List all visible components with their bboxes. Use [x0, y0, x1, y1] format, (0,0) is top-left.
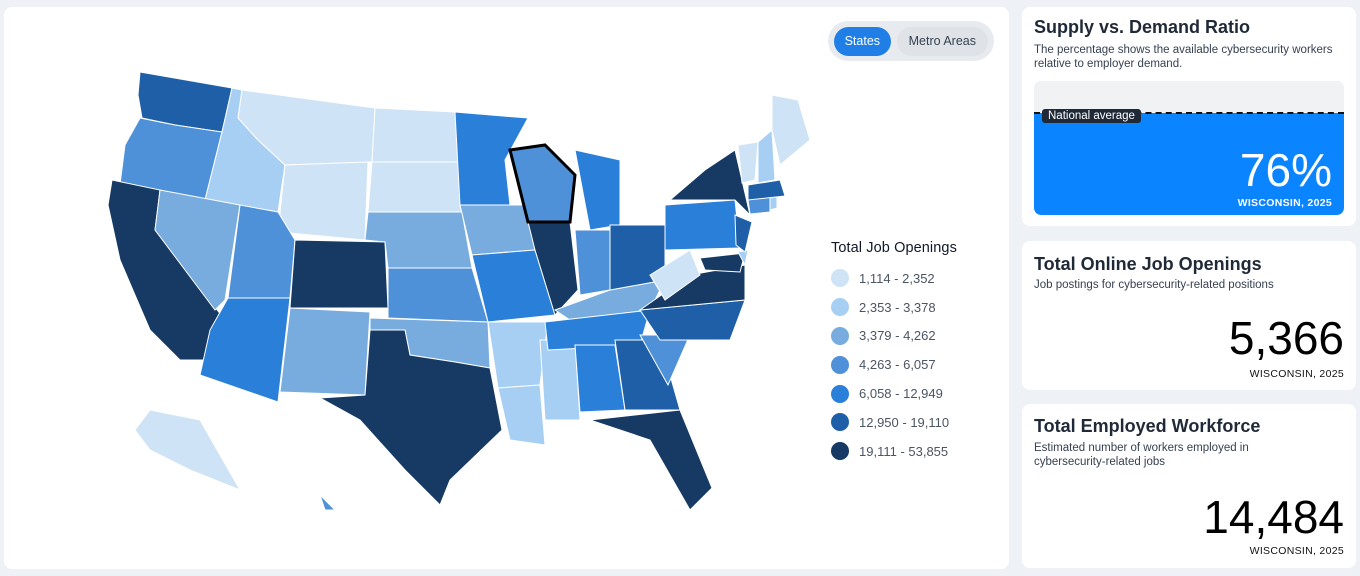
- legend-title: Total Job Openings: [831, 240, 957, 256]
- state-co[interactable]: [289, 239, 389, 309]
- state-ky[interactable]: [553, 279, 666, 321]
- job-openings-card: Total Online Job Openings Job postings f…: [1022, 241, 1356, 390]
- state-ma[interactable]: [747, 179, 786, 201]
- legend-swatch: [831, 269, 849, 288]
- supply-demand-title: Supply vs. Demand Ratio: [1034, 17, 1251, 37]
- state-md[interactable]: [699, 252, 746, 273]
- legend-item: 6,058 - 12,949: [831, 379, 957, 408]
- legend-item: 12,950 - 19,110: [831, 408, 957, 437]
- state-pa[interactable]: [664, 199, 741, 251]
- legend-label: 6,058 - 12,949: [859, 386, 943, 402]
- legend-swatch: [831, 442, 849, 461]
- state-ms[interactable]: [539, 339, 581, 421]
- legend-item: 3,379 - 4,262: [831, 322, 957, 351]
- legend-label: 2,353 - 3,378: [859, 299, 936, 315]
- state-az[interactable]: [199, 297, 291, 403]
- view-toggle: States Metro Areas: [828, 21, 994, 61]
- legend-label: 12,950 - 19,110: [859, 414, 950, 430]
- supply-demand-subtitle: WISCONSIN, 2025: [1237, 197, 1332, 209]
- supply-demand-description: The percentage shows the available cyber…: [1034, 44, 1333, 70]
- job-openings-description: Job postings for cybersecurity-related p…: [1034, 279, 1274, 291]
- state-hi[interactable]: [319, 494, 337, 511]
- legend-label: 19,111 - 53,855: [859, 443, 949, 459]
- state-la[interactable]: [497, 384, 546, 446]
- selected-state-outline: [508, 143, 577, 224]
- workforce-description: Estimated number of workers employed in …: [1034, 442, 1249, 468]
- state-nd[interactable]: [371, 107, 461, 163]
- job-openings-title: Total Online Job Openings: [1034, 254, 1262, 274]
- supply-demand-card: Supply vs. Demand Ratio The percentage s…: [1022, 7, 1356, 226]
- state-ak[interactable]: [134, 409, 242, 491]
- legend-swatch: [831, 413, 849, 432]
- legend-item: 2,353 - 3,378: [831, 293, 957, 322]
- state-wv[interactable]: [649, 249, 701, 301]
- state-mn[interactable]: [454, 111, 529, 206]
- state-ar[interactable]: [487, 321, 549, 389]
- state-in[interactable]: [574, 229, 611, 296]
- national-average-line: [1034, 111, 1344, 114]
- legend-item: 4,263 - 6,057: [831, 350, 957, 379]
- workforce-subtitle: WISCONSIN, 2025: [1249, 545, 1344, 557]
- state-nv[interactable]: [154, 189, 241, 311]
- state-nj[interactable]: [734, 214, 753, 253]
- workforce-title: Total Employed Workforce: [1034, 416, 1261, 436]
- legend-item: 19,111 - 53,855: [831, 437, 957, 466]
- legend-swatch: [831, 326, 849, 345]
- legend-swatch: [831, 355, 849, 374]
- map-legend: Total Job Openings 1,114 - 2,352 2,353 -…: [831, 240, 957, 466]
- state-me[interactable]: [771, 94, 811, 166]
- state-mi[interactable]: [574, 149, 621, 231]
- legend-label: 4,263 - 6,057: [859, 357, 936, 373]
- legend-swatch: [831, 384, 849, 403]
- states-toggle-button[interactable]: States: [834, 26, 891, 56]
- map-panel: States Metro Areas Total Job Openings 1,…: [4, 7, 1009, 569]
- metro-areas-toggle-button[interactable]: Metro Areas: [896, 26, 988, 56]
- state-tx[interactable]: [318, 329, 503, 506]
- workforce-value: 14,484: [1203, 491, 1344, 543]
- legend-label: 3,379 - 4,262: [859, 328, 936, 344]
- state-ks[interactable]: [387, 267, 489, 323]
- state-wy[interactable]: [277, 161, 369, 241]
- supply-demand-gauge: National average 76% WISCONSIN, 2025: [1034, 81, 1344, 215]
- state-ri[interactable]: [769, 196, 778, 211]
- us-choropleth-map: [107, 71, 811, 511]
- legend-label: 1,114 - 2,352: [859, 270, 935, 286]
- employed-workforce-card: Total Employed Workforce Estimated numbe…: [1022, 404, 1356, 568]
- state-nm[interactable]: [279, 307, 371, 396]
- state-ia[interactable]: [459, 204, 536, 256]
- gauge-fill: [1034, 113, 1344, 215]
- state-vt[interactable]: [737, 141, 759, 184]
- job-openings-subtitle: WISCONSIN, 2025: [1249, 368, 1344, 380]
- state-fl[interactable]: [589, 409, 713, 511]
- job-openings-value: 5,366: [1228, 312, 1344, 364]
- legend-item: 1,114 - 2,352: [831, 264, 957, 293]
- legend-swatch: [831, 298, 849, 317]
- national-average-label: National average: [1042, 108, 1141, 123]
- state-nh[interactable]: [757, 128, 776, 184]
- state-sd[interactable]: [367, 161, 463, 213]
- supply-demand-value: 76%: [1239, 144, 1332, 196]
